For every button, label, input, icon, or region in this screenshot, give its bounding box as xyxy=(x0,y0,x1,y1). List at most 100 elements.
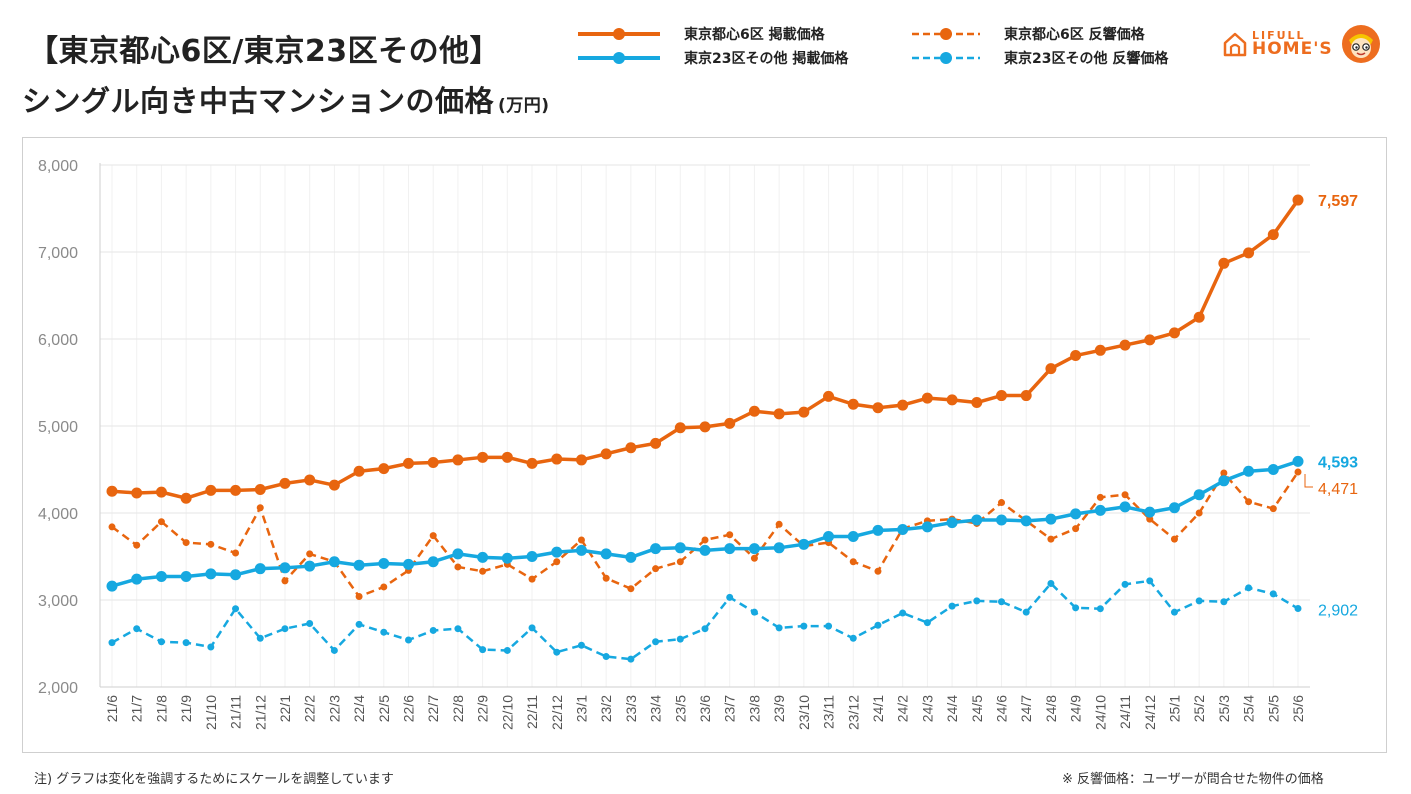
data-point xyxy=(355,593,363,601)
data-point xyxy=(773,408,785,420)
x-tick-label: 22/12 xyxy=(549,695,565,730)
data-point xyxy=(232,605,240,613)
data-point xyxy=(1119,339,1131,351)
data-point xyxy=(625,442,637,454)
data-point xyxy=(306,550,314,558)
data-point xyxy=(180,571,192,583)
data-point xyxy=(182,539,190,547)
data-point xyxy=(921,392,933,404)
data-point xyxy=(1220,469,1228,477)
data-point xyxy=(353,559,365,571)
data-point xyxy=(1243,247,1255,259)
data-point xyxy=(1072,604,1080,612)
data-point xyxy=(429,532,437,540)
data-point xyxy=(256,634,264,642)
data-point xyxy=(946,517,958,529)
x-tick-label: 22/3 xyxy=(326,695,342,722)
footnote-scale: 注) グラフは変化を強調するためにスケールを調整しています xyxy=(34,772,394,787)
x-tick-label: 23/12 xyxy=(845,695,861,730)
x-tick-label: 22/1 xyxy=(277,695,293,722)
y-tick-label: 8,000 xyxy=(38,158,78,175)
data-point xyxy=(1267,464,1279,475)
data-point xyxy=(551,453,563,465)
data-point xyxy=(452,548,464,560)
data-point xyxy=(1193,311,1205,323)
data-point xyxy=(1294,605,1302,613)
data-point xyxy=(304,560,316,572)
data-point xyxy=(1121,491,1129,499)
data-point xyxy=(131,487,143,499)
data-point xyxy=(281,625,289,633)
data-point xyxy=(106,485,118,497)
data-point xyxy=(1022,608,1030,616)
x-tick-label: 21/10 xyxy=(203,695,219,730)
data-point xyxy=(1292,455,1304,467)
data-point xyxy=(798,538,810,550)
page-title-text: シングル向き中古マンションの価格 xyxy=(22,84,495,118)
data-point xyxy=(1292,194,1304,206)
data-point xyxy=(553,648,561,656)
data-point xyxy=(998,499,1005,507)
data-point xyxy=(155,486,167,498)
data-point xyxy=(157,638,165,646)
x-tick-label: 24/6 xyxy=(994,695,1010,722)
data-point xyxy=(131,573,143,585)
data-point xyxy=(501,451,513,463)
data-point xyxy=(823,390,835,402)
x-tick-label: 22/2 xyxy=(302,695,318,722)
data-point xyxy=(328,556,340,568)
data-point xyxy=(1070,508,1082,520)
data-point xyxy=(897,399,909,411)
data-point xyxy=(998,598,1005,606)
mascot-face-icon xyxy=(1341,25,1380,63)
x-tick-label: 24/5 xyxy=(969,695,985,722)
data-point xyxy=(1144,334,1156,346)
data-point xyxy=(872,524,884,536)
data-point xyxy=(1119,501,1131,513)
data-point xyxy=(872,402,884,414)
x-tick-label: 23/2 xyxy=(598,695,614,722)
lifull-homes-logo: LIFULL HOME'S xyxy=(1222,24,1381,64)
data-point xyxy=(874,621,882,629)
data-point xyxy=(1144,506,1156,518)
data-point xyxy=(1168,327,1180,339)
y-tick-label: 6,000 xyxy=(38,332,78,349)
data-point xyxy=(256,504,264,512)
data-point xyxy=(1020,390,1032,402)
x-tick-label: 25/4 xyxy=(1241,695,1257,722)
legend-label: 東京都心6区 反響価格 xyxy=(1004,27,1145,43)
data-point xyxy=(279,562,291,574)
data-point xyxy=(775,624,783,632)
x-tick-label: 22/11 xyxy=(524,695,540,729)
x-tick-label: 24/12 xyxy=(1142,695,1158,730)
logo-big-text: HOME'S xyxy=(1252,39,1333,59)
x-tick-label: 23/1 xyxy=(573,695,589,722)
data-point xyxy=(205,484,217,496)
data-point xyxy=(254,484,266,496)
data-point xyxy=(577,641,585,649)
data-point xyxy=(650,543,662,555)
data-point xyxy=(701,536,709,544)
data-point xyxy=(600,548,612,560)
data-point xyxy=(650,437,662,449)
logo-small-text: LIFULL xyxy=(1252,29,1306,42)
end-value-label: 7,597 xyxy=(1318,193,1358,210)
data-point xyxy=(823,530,835,542)
data-point xyxy=(847,530,859,542)
data-point xyxy=(503,646,511,654)
data-point xyxy=(849,634,857,642)
data-point xyxy=(1218,257,1230,269)
data-point xyxy=(180,492,192,504)
data-point xyxy=(1045,513,1057,525)
data-point xyxy=(106,580,118,592)
legend-label: 東京23区その他 掲載価格 xyxy=(684,51,849,67)
chart-legend: 東京都心6区 掲載価格 東京23区その他 掲載価格 東京都心6区 反響価格 東京… xyxy=(570,20,1210,74)
data-point xyxy=(674,542,686,554)
x-tick-label: 21/8 xyxy=(153,695,169,722)
page-title-line1: 【東京都心6区/東京23区その他】 xyxy=(28,34,501,69)
legend-label: 東京23区その他 反響価格 xyxy=(1004,51,1169,67)
y-tick-label: 5,000 xyxy=(38,419,78,436)
data-point xyxy=(205,568,217,580)
x-tick-label: 24/3 xyxy=(919,695,935,722)
legend-marker-dashed-blue xyxy=(912,52,980,64)
